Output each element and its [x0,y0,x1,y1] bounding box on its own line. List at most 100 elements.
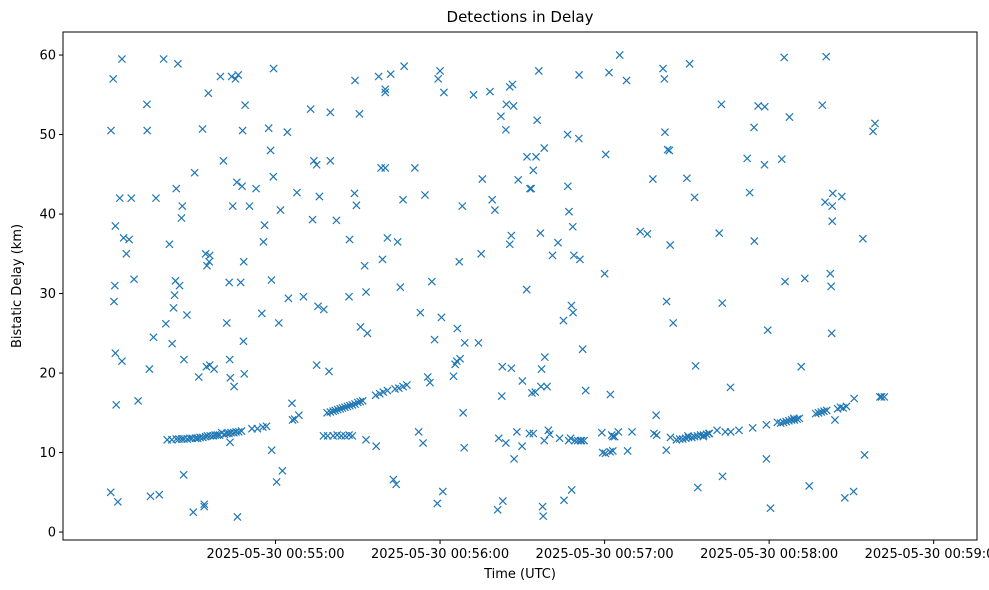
data-point-113 [363,329,372,338]
data-point-155 [469,90,478,99]
data-point-258 [663,145,672,154]
data-point-247 [636,227,645,236]
data-point-216 [567,485,576,494]
data-point-197 [538,502,547,511]
data-point-162 [493,505,502,514]
data-point-267 [693,483,702,492]
data-point-67 [238,126,247,135]
data-point-25 [159,55,168,64]
data-point-299 [800,274,809,283]
data-point-381 [356,397,365,406]
data-point-296 [785,113,794,122]
data-point-51 [216,72,225,81]
data-point-261 [666,433,675,442]
data-point-132 [416,308,425,317]
data-point-289 [763,326,772,335]
data-point-256 [662,446,671,455]
data-point-268 [691,361,700,370]
data-point-2 [106,126,116,135]
data-point-164 [496,112,505,121]
data-point-13 [122,249,131,258]
data-point-377 [345,401,354,410]
data-point-215 [567,301,576,310]
data-point-169 [502,100,511,109]
data-point-93 [308,215,317,224]
data-point-356 [262,422,271,431]
x-tick-label-3: 2025-05-30 00:58:00 [700,547,838,562]
data-point-165 [497,392,506,401]
data-point-91 [299,292,308,301]
data-point-87 [283,128,292,137]
data-point-172 [505,240,514,249]
data-point-98 [315,192,324,201]
data-point-123 [386,70,395,79]
data-point-94 [309,156,318,165]
data-point-236 [606,447,615,456]
data-point-411 [814,408,823,417]
data-point-16 [130,275,139,284]
data-point-352 [237,427,246,436]
data-point-60 [230,382,239,391]
data-point-418 [205,251,214,260]
data-point-168 [501,438,510,448]
data-point-372 [333,405,342,414]
data-point-45 [200,500,209,509]
data-point-40 [190,168,199,177]
data-point-181 [518,376,527,386]
data-point-85 [276,206,285,215]
data-point-371 [331,406,340,415]
data-point-133 [419,438,428,448]
data-point-86 [278,466,287,475]
data-point-48 [205,257,214,266]
data-point-286 [760,160,769,169]
data-point-316 [850,394,859,403]
y-tick-label-5: 50 [39,128,56,143]
data-point-225 [576,436,585,445]
data-point-18 [142,100,151,109]
data-point-308 [828,202,837,211]
data-point-396 [687,433,696,442]
data-point-166 [498,362,507,371]
data-point-70 [239,257,248,266]
data-point-149 [455,257,464,266]
data-point-39 [189,508,198,517]
data-point-357 [288,415,297,424]
data-point-128 [399,195,408,204]
data-point-301 [811,409,820,418]
data-point-185 [525,184,535,193]
data-point-207 [555,434,564,443]
data-point-80 [267,446,276,455]
data-point-303 [821,198,830,207]
points-layer [106,51,889,521]
data-point-0 [106,488,115,497]
data-point-178 [512,427,521,436]
data-point-68 [239,337,248,346]
data-point-152 [459,408,468,417]
data-point-65 [236,278,245,287]
data-point-252 [652,431,661,440]
data-point-234 [601,150,610,159]
data-point-74 [257,309,266,318]
data-point-306 [827,282,836,291]
data-point-414 [822,406,831,415]
data-point-88 [284,294,293,303]
data-point-263 [682,174,691,183]
data-point-233 [601,449,610,458]
data-point-401 [702,430,711,439]
data-point-21 [146,492,155,501]
data-point-62 [232,178,241,187]
data-point-231 [598,448,607,457]
data-point-241 [610,432,619,441]
data-point-177 [510,454,519,463]
data-point-163 [494,434,503,443]
y-tick-label-3: 30 [39,287,56,302]
data-point-54 [225,278,234,287]
data-point-199 [540,144,549,153]
data-point-254 [660,74,669,83]
data-point-405 [782,417,791,426]
data-point-180 [518,442,527,451]
y-tick-label-4: 40 [39,208,56,223]
data-point-104 [344,292,354,301]
data-point-226 [577,436,586,445]
